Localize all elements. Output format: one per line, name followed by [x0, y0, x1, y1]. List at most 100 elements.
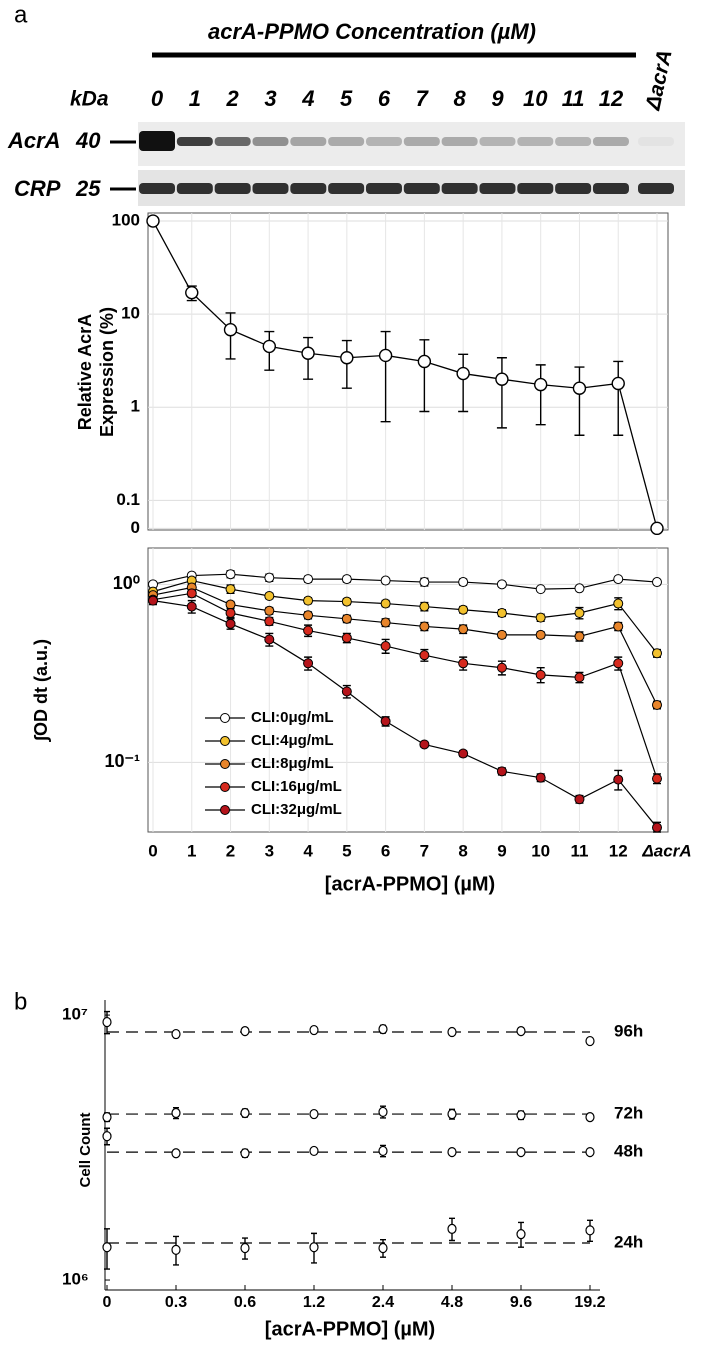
x-tick-label: 0.6 [234, 1294, 256, 1311]
data-point [516, 1229, 526, 1240]
data-point [574, 583, 585, 594]
data-point [574, 631, 585, 642]
y-axis-label: Relative AcrA [75, 314, 95, 430]
data-point [495, 372, 509, 386]
lane-label: 12 [599, 86, 624, 111]
y-tick-label: 10⁶ [62, 1270, 89, 1289]
x-axis-label: [acrA-PPMO] (µM) [265, 1318, 435, 1340]
legend-marker [220, 782, 230, 792]
lane-label: 10 [523, 86, 548, 111]
blot-band [139, 131, 175, 151]
data-line [152, 600, 658, 828]
data-point [309, 1242, 319, 1253]
lane-label: 8 [454, 86, 467, 111]
series-label: 96h [614, 1022, 643, 1041]
data-point [380, 617, 391, 628]
blot-band [638, 183, 674, 194]
x-tick-label: 2.4 [372, 1294, 394, 1311]
blot-band [252, 183, 289, 194]
x-tick-label: 4 [303, 841, 313, 860]
x-tick-label: 1.2 [303, 1294, 325, 1311]
data-point [264, 634, 275, 645]
data-point [516, 1110, 526, 1121]
data-point [264, 616, 275, 627]
data-point [458, 604, 469, 615]
x-tick-label: ΔacrA [641, 841, 691, 860]
legend-label: CLI:8μg/mL [251, 755, 334, 772]
error-bar [419, 339, 430, 413]
x-tick-label: 19.2 [574, 1294, 605, 1311]
data-point [171, 1028, 181, 1040]
error-bar [574, 366, 585, 436]
kda-value: 40 [75, 128, 101, 153]
data-point [309, 1024, 319, 1036]
data-point [309, 1145, 319, 1157]
blot-band [517, 183, 554, 194]
x-tick-label: 6 [381, 841, 390, 860]
data-point [419, 577, 430, 588]
blot-band [403, 183, 440, 194]
data-point [458, 577, 469, 588]
data-point [341, 632, 352, 643]
data-point [225, 569, 236, 580]
blot-band [176, 183, 213, 194]
kda-value: 25 [75, 176, 101, 201]
legend-label: CLI:32μg/mL [251, 801, 342, 818]
blot-band [592, 137, 629, 146]
blot-band [555, 183, 592, 194]
data-point [223, 323, 238, 337]
y-tick-label: 10⁰ [113, 573, 140, 593]
data-point [496, 629, 507, 640]
blot-band [139, 183, 175, 194]
plot-frame [147, 547, 669, 833]
panel-label: b [14, 988, 27, 1015]
data-point [652, 699, 662, 710]
data-point [574, 794, 585, 805]
blot-band [328, 183, 365, 194]
data-point [419, 739, 430, 750]
data-point [652, 648, 662, 659]
blot-band [365, 137, 402, 146]
y-tick-label: 1 [131, 397, 140, 416]
data-point [419, 621, 430, 632]
error-bar [613, 360, 624, 436]
data-point [516, 1026, 526, 1037]
y-axis-label: Expression (%) [97, 307, 117, 437]
blot-band [517, 137, 554, 146]
legend-label: CLI:16μg/mL [251, 778, 342, 795]
data-point [585, 1146, 595, 1158]
data-point [225, 599, 236, 610]
data-point [380, 598, 391, 609]
lane-label: ΔacrA [641, 48, 676, 113]
data-point [240, 1242, 250, 1254]
data-point [613, 621, 624, 632]
series-label: 24h [614, 1232, 643, 1251]
data-point [535, 584, 546, 595]
data-point [102, 1112, 112, 1123]
data-point [225, 584, 236, 595]
data-point [574, 608, 585, 619]
x-tick-label: 4.8 [441, 1294, 463, 1311]
x-tick-label: 12 [609, 841, 628, 860]
data-point [264, 590, 275, 601]
lane-label: 1 [189, 86, 201, 111]
data-point [496, 662, 507, 673]
protein-label: AcrA [7, 128, 61, 153]
data-point [225, 608, 236, 619]
blot-band [441, 137, 478, 146]
data-point [264, 605, 275, 616]
x-tick-label: 9.6 [510, 1294, 532, 1311]
blot-band [592, 183, 629, 194]
x-tick-label: 11 [570, 841, 588, 860]
y-tick-label: 10⁷ [62, 1005, 88, 1024]
data-point [585, 1112, 595, 1123]
legend-marker [220, 759, 230, 769]
data-point [458, 748, 469, 759]
data-line [152, 586, 658, 706]
data-point [652, 773, 662, 784]
data-point [186, 588, 197, 599]
data-point [262, 339, 277, 354]
data-point [171, 1244, 181, 1255]
data-point [516, 1146, 526, 1158]
data-point [417, 354, 432, 369]
